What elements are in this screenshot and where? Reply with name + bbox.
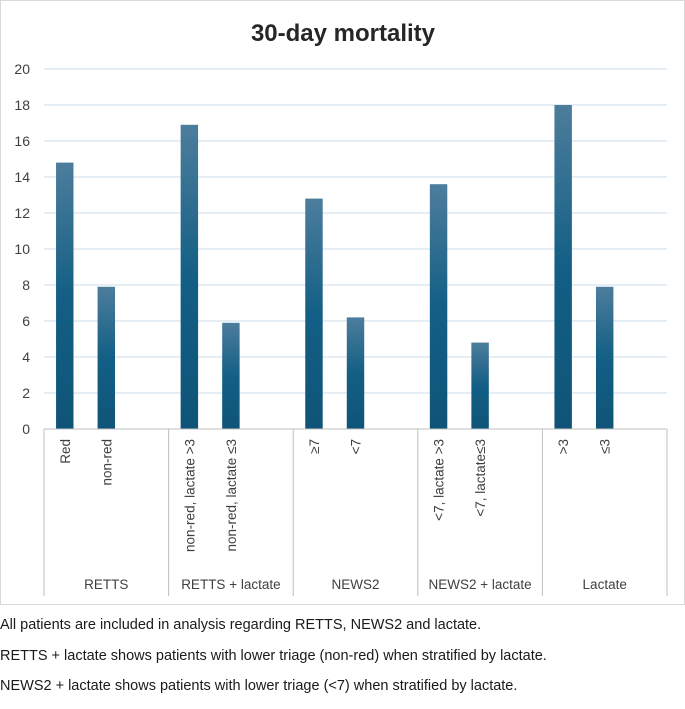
bar-3-1 [305, 198, 323, 429]
mortality-bar-chart: 30-day mortality 0 2 4 6 8 10 12 14 16 18 20 Red no… [14, 20, 668, 596]
group-label: NEWS2 [331, 577, 379, 592]
category-label: <7 [349, 439, 364, 454]
y-tick-label: 20 [14, 61, 30, 77]
category-label: <7, lactate >3 [432, 439, 447, 521]
y-tick-label: 10 [14, 241, 30, 257]
y-tick-label: 18 [14, 97, 30, 113]
group-label: Lactate [583, 577, 627, 592]
bar-3-2 [346, 317, 365, 429]
bar-4-1 [429, 184, 448, 429]
chart-frame: 30-day mortality 0 2 4 6 8 10 12 14 16 18 20 Red no… [0, 0, 685, 605]
y-tick-label: 4 [22, 349, 30, 365]
bar-4-2 [471, 342, 489, 429]
note-line-3: NEWS2 + lactate shows patients with lowe… [0, 678, 518, 694]
note-line-2: RETTS + lactate shows patients with lowe… [0, 647, 547, 664]
chart-notes: All patients are included in analysis re… [0, 617, 685, 709]
note-line-1: All patients are included in analysis re… [0, 617, 482, 633]
chart-title: 30-day mortality [251, 20, 436, 47]
y-tick-label: 6 [22, 313, 30, 329]
category-label: non-red, lactate >3 [182, 439, 197, 552]
category-label: <7, lactate≤3 [473, 439, 488, 517]
category-label: >3 [556, 439, 571, 454]
category-label: non-red [99, 439, 114, 486]
group-label: RETTS + lactate [181, 577, 280, 592]
y-tick-label: 16 [14, 133, 30, 149]
group-label: NEWS2 + lactate [429, 577, 532, 592]
bar-2-1 [180, 124, 199, 430]
bar-1-2 [97, 286, 116, 429]
y-tick-label: 2 [22, 385, 30, 401]
category-label: Red [58, 439, 73, 464]
y-tick-label: 8 [22, 277, 30, 293]
bar-2-2 [222, 322, 240, 429]
category-label: ≥7 [307, 439, 322, 454]
y-tick-label: 0 [22, 421, 30, 437]
bar-5-1 [554, 105, 572, 429]
bar-5-2 [595, 286, 614, 429]
y-tick-label: 14 [14, 169, 30, 185]
bar-1-1 [56, 162, 74, 429]
group-label: RETTS [84, 577, 128, 592]
y-tick-label: 12 [14, 205, 30, 221]
category-label: non-red, lactate ≤3 [224, 439, 239, 551]
category-label: ≤3 [598, 439, 613, 454]
